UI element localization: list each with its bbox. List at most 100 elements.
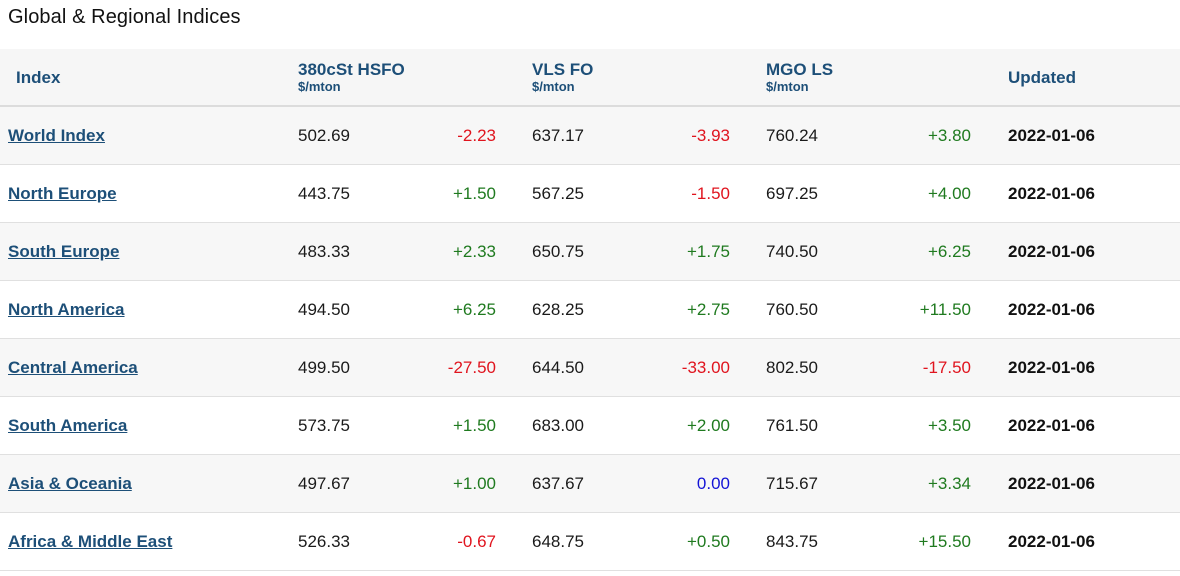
mgo-change-cell: +3.34 — [855, 455, 971, 512]
index-name-link[interactable]: South America — [8, 415, 128, 435]
vlsfo-price-cell: 650.75 — [532, 223, 652, 280]
mgo-price: 760.24 — [766, 125, 818, 145]
vlsfo-price: 644.50 — [532, 357, 584, 377]
table-body: World Index 502.69 -2.23 637.17 -3.93 760.24 +… — [0, 107, 1180, 571]
vlsfo-price: 650.75 — [532, 241, 584, 261]
index-name-link[interactable]: World Index — [8, 125, 105, 145]
index-name-link[interactable]: Asia & Oceania — [8, 473, 132, 493]
updated-date-cell: 2022-01-06 — [1008, 107, 1168, 164]
hsfo-price: 497.67 — [298, 473, 350, 493]
hsfo-change: +1.50 — [452, 183, 496, 203]
hsfo-change: +1.50 — [452, 415, 496, 435]
updated-date-cell: 2022-01-06 — [1008, 223, 1168, 280]
header-updated-label: Updated — [1008, 67, 1076, 87]
index-name-link[interactable]: Africa & Middle East — [8, 531, 173, 551]
updated-date: 2022-01-06 — [1008, 415, 1095, 435]
hsfo-change: -0.67 — [457, 531, 496, 551]
index-name-link[interactable]: North Europe — [8, 183, 117, 203]
vlsfo-price: 637.67 — [532, 473, 584, 493]
hsfo-change: -2.23 — [457, 125, 496, 145]
index-name-link-cell: Central America — [8, 339, 278, 396]
index-name-link-cell: South Europe — [8, 223, 278, 280]
page-title: Global & Regional Indices — [8, 6, 241, 28]
vlsfo-price: 567.25 — [532, 183, 584, 203]
table-row: North Europe 443.75 +1.50 567.25 -1.50 697.25… — [0, 165, 1180, 223]
vlsfo-change: +2.00 — [686, 415, 730, 435]
mgo-price: 761.50 — [766, 415, 818, 435]
header-hsfo-label: 380cSt HSFO — [298, 60, 405, 79]
header-index-label: Index — [16, 67, 61, 87]
vlsfo-price: 628.25 — [532, 299, 584, 319]
updated-date-cell: 2022-01-06 — [1008, 339, 1168, 396]
vlsfo-price: 637.17 — [532, 125, 584, 145]
header-vlsfo-label: VLS FO — [532, 60, 594, 79]
header-updated: Updated — [1008, 49, 1076, 105]
vlsfo-change: +1.75 — [686, 241, 730, 261]
vlsfo-price-cell: 637.17 — [532, 107, 652, 164]
table-header: Index 380cSt HSFO $/mton VLS FO $/mton M… — [0, 49, 1180, 107]
hsfo-price: 443.75 — [298, 183, 350, 203]
vlsfo-change: +0.50 — [686, 531, 730, 551]
index-name-link-cell: North America — [8, 281, 278, 338]
hsfo-price-cell: 443.75 — [298, 165, 418, 222]
vlsfo-change-cell: -3.93 — [614, 107, 730, 164]
hsfo-price-cell: 526.33 — [298, 513, 418, 570]
mgo-price: 843.75 — [766, 531, 818, 551]
header-vlsfo-unit: $/mton — [532, 79, 575, 94]
vlsfo-change-cell: +2.00 — [614, 397, 730, 454]
mgo-change-cell: +3.80 — [855, 107, 971, 164]
vlsfo-change: -1.50 — [691, 183, 730, 203]
mgo-price: 740.50 — [766, 241, 818, 261]
hsfo-price-cell: 502.69 — [298, 107, 418, 164]
mgo-change-cell: +3.50 — [855, 397, 971, 454]
mgo-price-cell: 697.25 — [766, 165, 886, 222]
vlsfo-price: 683.00 — [532, 415, 584, 435]
hsfo-change-cell: -27.50 — [380, 339, 496, 396]
vlsfo-change: +2.75 — [686, 299, 730, 319]
hsfo-change-cell: +1.00 — [380, 455, 496, 512]
hsfo-change-cell: +2.33 — [380, 223, 496, 280]
hsfo-change: +1.00 — [452, 473, 496, 493]
vlsfo-price-cell: 637.67 — [532, 455, 652, 512]
vlsfo-change-cell: 0.00 — [614, 455, 730, 512]
index-name-link-cell: World Index — [8, 107, 278, 164]
vlsfo-change: -3.93 — [691, 125, 730, 145]
mgo-change: +3.50 — [927, 415, 971, 435]
mgo-change-cell: +4.00 — [855, 165, 971, 222]
index-name-link[interactable]: Central America — [8, 357, 138, 377]
vlsfo-change: -33.00 — [681, 357, 730, 377]
table-row: South Europe 483.33 +2.33 650.75 +1.75 740.50… — [0, 223, 1180, 281]
hsfo-change-cell: -2.23 — [380, 107, 496, 164]
hsfo-price-cell: 497.67 — [298, 455, 418, 512]
table-row: North America 494.50 +6.25 628.25 +2.75 760.5… — [0, 281, 1180, 339]
mgo-change: +11.50 — [919, 299, 971, 319]
vlsfo-change-cell: +2.75 — [614, 281, 730, 338]
vlsfo-price-cell: 628.25 — [532, 281, 652, 338]
hsfo-change: -27.50 — [447, 357, 496, 377]
updated-date: 2022-01-06 — [1008, 473, 1095, 493]
hsfo-price: 499.50 — [298, 357, 350, 377]
mgo-price-cell: 802.50 — [766, 339, 886, 396]
vlsfo-price-cell: 648.75 — [532, 513, 652, 570]
mgo-change: +15.50 — [918, 531, 971, 551]
header-index: Index — [16, 49, 60, 105]
mgo-price: 760.50 — [766, 299, 818, 319]
index-name-link[interactable]: South Europe — [8, 241, 120, 261]
indices-table: Index 380cSt HSFO $/mton VLS FO $/mton M… — [0, 49, 1180, 571]
updated-date: 2022-01-06 — [1008, 299, 1095, 319]
hsfo-change: +6.25 — [452, 299, 496, 319]
hsfo-price: 502.69 — [298, 125, 350, 145]
header-mgo: MGO LS $/mton — [766, 49, 833, 105]
index-name-link-cell: Asia & Oceania — [8, 455, 278, 512]
mgo-price: 715.67 — [766, 473, 818, 493]
hsfo-price: 494.50 — [298, 299, 350, 319]
index-name-link[interactable]: North America — [8, 299, 125, 319]
mgo-change-cell: +15.50 — [855, 513, 971, 570]
header-mgo-label: MGO LS — [766, 60, 834, 79]
vlsfo-change-cell: -1.50 — [614, 165, 730, 222]
mgo-price-cell: 760.24 — [766, 107, 886, 164]
mgo-price-cell: 843.75 — [766, 513, 886, 570]
header-hsfo: 380cSt HSFO $/mton — [298, 49, 405, 105]
hsfo-price-cell: 494.50 — [298, 281, 418, 338]
vlsfo-price-cell: 683.00 — [532, 397, 652, 454]
